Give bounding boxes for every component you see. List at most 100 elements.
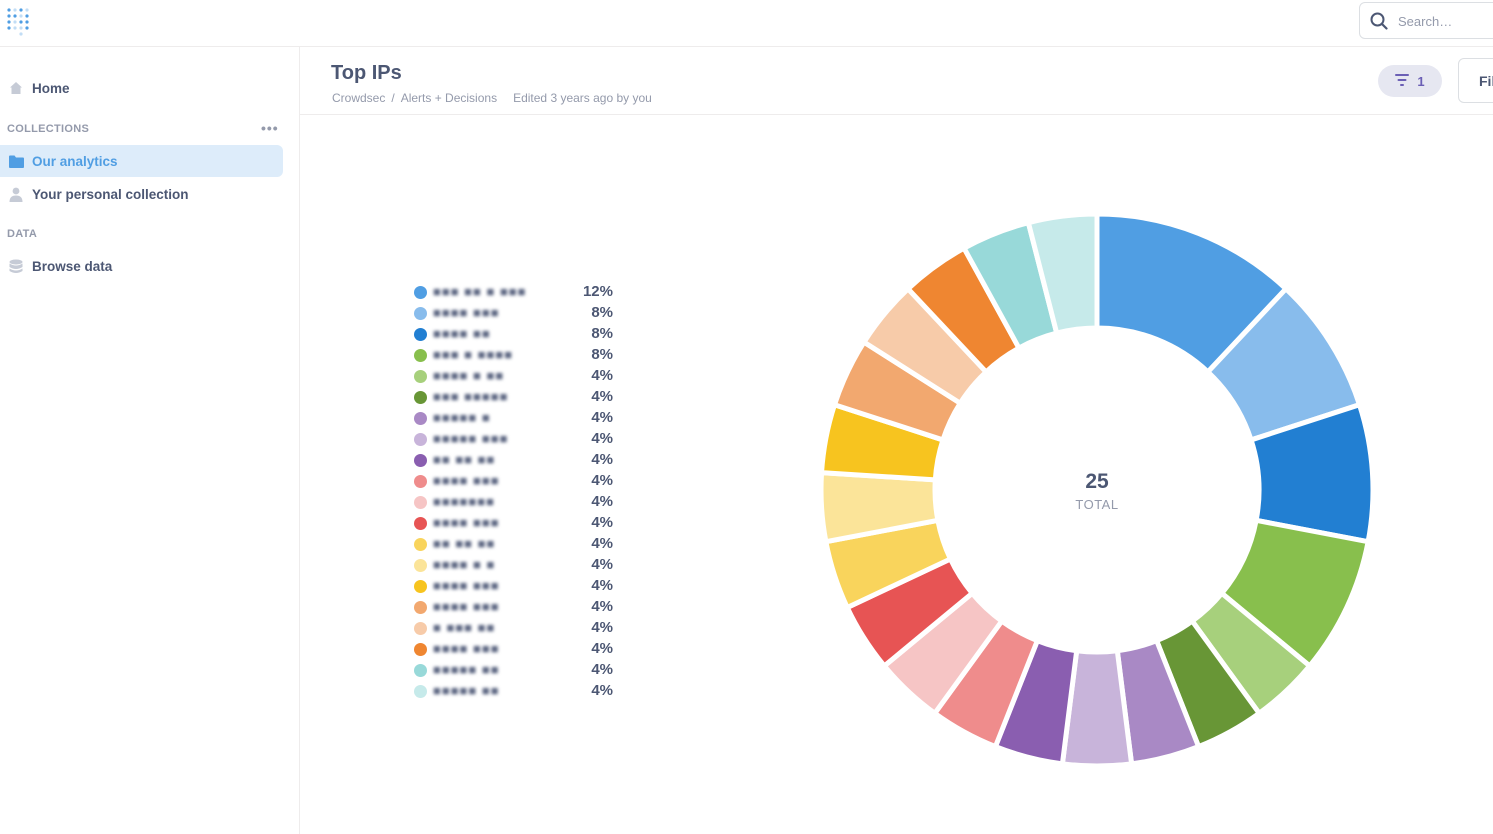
folder-icon	[8, 153, 24, 169]
legend-label: ■■ ■■ ■■	[433, 452, 496, 467]
legend-item[interactable]: ■■ ■■ ■■ 4%	[413, 535, 623, 556]
legend-label: ■■■ ■■ ■ ■■■	[433, 284, 527, 299]
legend-percent: 4%	[591, 493, 613, 510]
legend-label: ■■ ■■ ■■	[433, 536, 496, 551]
legend-percent: 4%	[591, 514, 613, 531]
breadcrumb-database[interactable]: Crowdsec	[332, 91, 386, 105]
legend-percent: 4%	[591, 556, 613, 573]
collections-heading: COLLECTIONS	[7, 123, 90, 135]
breadcrumb-table[interactable]: Alerts + Decisions	[400, 91, 498, 105]
legend-percent: 4%	[591, 619, 613, 636]
legend-percent: 4%	[591, 535, 613, 552]
legend-item[interactable]: ■■■■ ■ ■■ 4%	[413, 367, 623, 388]
chart-total-label: TOTAL	[1075, 497, 1119, 512]
legend-item[interactable]: ■■■ ■■ ■ ■■■ 12%	[413, 283, 623, 304]
legend-item[interactable]: ■■■ ■■■■■ 4%	[413, 388, 623, 409]
sidebar-item-label: Our analytics	[32, 153, 118, 169]
legend-label: ■■■■ ■ ■	[433, 557, 496, 572]
legend-percent: 12%	[582, 283, 613, 300]
legend-percent: 4%	[591, 661, 613, 678]
donut-chart	[810, 200, 1390, 780]
legend-dot	[414, 643, 427, 656]
legend-percent: 4%	[591, 640, 613, 657]
sidebar-item-home[interactable]: Home	[0, 72, 283, 104]
legend-label: ■■■■■ ■	[433, 410, 491, 425]
breadcrumb: Crowdsec / Alerts + Decisions Edited 3 y…	[332, 91, 652, 105]
legend-percent: 4%	[591, 577, 613, 594]
legend-dot	[414, 307, 427, 320]
filter-button[interactable]: Fil	[1458, 58, 1493, 103]
donut-chart-svg	[818, 211, 1376, 769]
legend-item[interactable]: ■■■■ ■ ■ 4%	[413, 556, 623, 577]
page-title[interactable]: Top IPs	[331, 62, 402, 84]
sidebar-item-our-analytics[interactable]: Our analytics	[0, 145, 283, 177]
legend-dot	[414, 433, 427, 446]
legend-percent: 4%	[591, 598, 613, 615]
legend-label: ■ ■■■ ■■	[433, 620, 496, 635]
legend-percent: 4%	[591, 388, 613, 405]
legend-item[interactable]: ■■■■ ■■■ 4%	[413, 577, 623, 598]
legend-percent: 8%	[591, 346, 613, 363]
search-input[interactable]: Search…	[1359, 2, 1493, 39]
legend-item[interactable]: ■■ ■■ ■■ 4%	[413, 451, 623, 472]
legend-item[interactable]: ■■■■ ■■■ 8%	[413, 304, 623, 325]
legend-item[interactable]: ■■■■■ ■■ 4%	[413, 661, 623, 682]
donut-slice[interactable]	[1025, 211, 1100, 337]
last-edited-text[interactable]: Edited 3 years ago by you	[513, 91, 652, 105]
legend-dot	[414, 622, 427, 635]
legend-label: ■■■■■ ■■	[433, 662, 500, 677]
sidebar-item-label: Browse data	[32, 258, 113, 274]
legend-item[interactable]: ■ ■■■ ■■ 4%	[413, 619, 623, 640]
legend-item[interactable]: ■■■■■ ■■ 4%	[413, 682, 623, 703]
legend-label: ■■■■ ■■■	[433, 473, 500, 488]
legend-label: ■■■■ ■ ■■	[433, 368, 505, 383]
legend-percent: 4%	[591, 472, 613, 489]
breadcrumb-separator: /	[391, 91, 395, 105]
legend-item[interactable]: ■■■■■ ■ 4%	[413, 409, 623, 430]
legend-item[interactable]: ■■■■ ■■ 8%	[413, 325, 623, 346]
legend-label: ■■■ ■■■■■	[433, 389, 509, 404]
person-icon	[8, 186, 24, 202]
sidebar-item-browse-data[interactable]: Browse data	[0, 250, 283, 282]
legend-dot	[414, 391, 427, 404]
search-icon	[1370, 12, 1388, 35]
legend-percent: 8%	[591, 325, 613, 342]
legend-dot	[414, 412, 427, 425]
legend-item[interactable]: ■■■■■ ■■■ 4%	[413, 430, 623, 451]
collections-more-icon[interactable]: •••	[261, 120, 279, 136]
legend-percent: 4%	[591, 409, 613, 426]
legend-item[interactable]: ■■■■ ■■■ 4%	[413, 598, 623, 619]
legend-dot	[414, 601, 427, 614]
legend-label: ■■■■ ■■■	[433, 641, 500, 656]
legend-item[interactable]: ■■■ ■ ■■■■ 8%	[413, 346, 623, 367]
legend-label: ■■■■ ■■■	[433, 515, 500, 530]
legend-percent: 4%	[591, 430, 613, 447]
legend-label: ■■■■ ■■	[433, 326, 491, 341]
legend-percent: 4%	[591, 451, 613, 468]
legend-dot	[414, 559, 427, 572]
legend-item[interactable]: ■■■■ ■■■ 4%	[413, 514, 623, 535]
legend-dot	[414, 496, 427, 509]
home-icon	[8, 80, 24, 96]
legend-percent: 4%	[591, 682, 613, 699]
legend-item[interactable]: ■■■■■■■ 4%	[413, 493, 623, 514]
metabase-logo-icon[interactable]	[7, 8, 35, 36]
legend-label: ■■■■■ ■■	[433, 683, 500, 698]
sidebar-item-label: Home	[32, 80, 70, 96]
filter-icon	[1395, 73, 1410, 89]
data-heading: DATA	[7, 228, 38, 240]
legend-item[interactable]: ■■■■ ■■■ 4%	[413, 640, 623, 661]
top-bar: Search…	[0, 0, 1493, 47]
legend-dot	[414, 328, 427, 341]
question-header: Top IPs Crowdsec / Alerts + Decisions Ed…	[300, 47, 1493, 115]
legend-label: ■■■■ ■■■	[433, 578, 500, 593]
legend-item[interactable]: ■■■■ ■■■ 4%	[413, 472, 623, 493]
legend-percent: 8%	[591, 304, 613, 321]
legend-dot	[414, 454, 427, 467]
sidebar-item-personal-collection[interactable]: Your personal collection	[0, 178, 283, 210]
legend-label: ■■■■■ ■■■	[433, 431, 509, 446]
filter-count-button[interactable]: 1	[1378, 65, 1442, 97]
legend-label: ■■■■■■■	[433, 494, 495, 509]
legend-dot	[414, 538, 427, 551]
database-icon	[8, 258, 24, 274]
